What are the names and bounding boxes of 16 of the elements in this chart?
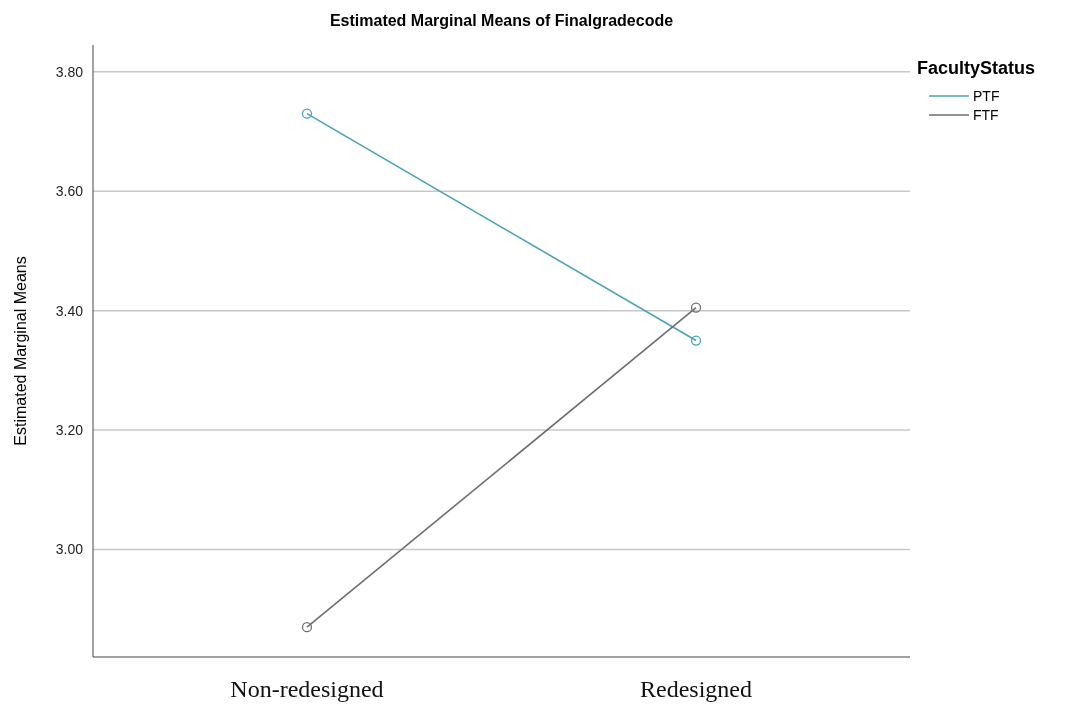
y-tick-label: 3.40 — [55, 302, 84, 319]
legend-label: PTF — [973, 87, 1000, 104]
point — [690, 335, 702, 346]
point — [690, 302, 702, 313]
x-tick-label: Redesigned — [640, 676, 753, 702]
legend-title: FacultyStatus — [917, 58, 1036, 78]
chart-title: Estimated Marginal Means of Finalgradecode — [329, 12, 674, 29]
x-tick-label: Non-redesigned — [230, 676, 384, 702]
y-tick-label: 3.00 — [55, 541, 84, 558]
legend-label: FTF — [973, 106, 999, 123]
y-tick-label: 3.20 — [55, 422, 84, 439]
point — [301, 108, 313, 119]
y-tick-label: 3.60 — [55, 183, 84, 200]
point — [301, 622, 313, 633]
y-tick-label: 3.80 — [55, 63, 84, 80]
y-axis-title: Estimated Marginal Means — [12, 256, 29, 446]
